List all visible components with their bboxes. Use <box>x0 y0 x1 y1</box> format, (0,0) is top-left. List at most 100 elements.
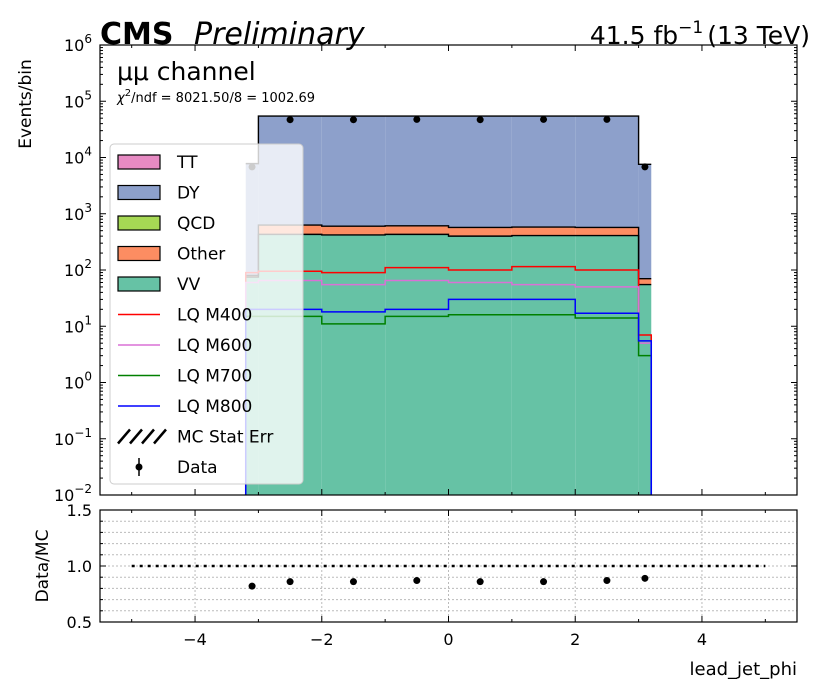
chi2-exp: 2 <box>125 88 131 99</box>
legend-label: VV <box>177 275 201 295</box>
bar-other <box>448 227 512 237</box>
ratio-grid <box>100 510 797 622</box>
lumi-value: 41.5 fb <box>590 21 678 50</box>
ratio-x-axis: −4 −2 0 2 4 <box>131 510 766 649</box>
data-point <box>603 115 611 123</box>
legend-item-dy: DY <box>117 184 200 204</box>
legend-label: LQ M600 <box>177 336 252 356</box>
bar-other <box>638 278 652 285</box>
ratio-point <box>603 577 611 585</box>
preliminary-label: Preliminary <box>194 17 366 52</box>
legend-item-qcd: QCD <box>117 214 215 234</box>
bar-vv <box>385 234 449 495</box>
legend-item-lq-m400: LQ M400 <box>118 306 252 326</box>
legend-swatch <box>117 184 161 201</box>
ratio-point <box>476 578 484 586</box>
legend-label: Other <box>177 245 225 265</box>
data-point <box>540 115 548 123</box>
bar-vv <box>511 235 576 495</box>
main-y-label: Events/bin <box>16 59 36 149</box>
chi2-symbol: χ <box>116 91 126 106</box>
x-tick-label: −2 <box>310 630 334 649</box>
bar-dy <box>575 116 639 228</box>
lumi-energy: (13 TeV) <box>707 21 810 50</box>
bar-dy <box>321 116 386 227</box>
bar-other <box>385 225 449 235</box>
stack-vv <box>245 234 652 495</box>
y-tick-label: 10−2 <box>54 482 92 505</box>
legend-label: QCD <box>177 214 215 234</box>
y-tick-label: 104 <box>64 145 92 168</box>
legend-label: MC Stat Err <box>177 428 273 448</box>
ratio-point <box>349 578 357 586</box>
x-tick-label: 4 <box>697 630 707 649</box>
y-tick-label: 100 <box>64 370 92 393</box>
ratio-y-tick-label: 1.5 <box>67 501 92 520</box>
legend-item-lq-m700: LQ M700 <box>118 367 252 387</box>
y-tick-label: 105 <box>64 88 92 111</box>
legend-swatch <box>117 215 161 231</box>
y-tick-label: 101 <box>64 313 92 336</box>
bar-vv <box>638 284 652 495</box>
data-point <box>641 163 649 171</box>
data-point <box>349 116 357 124</box>
y-tick-label: 106 <box>64 32 92 55</box>
legend-label: Data <box>177 458 218 478</box>
legend-item-lq-m600: LQ M600 <box>118 336 252 356</box>
legend-marker <box>135 463 143 471</box>
cms-label: CMS <box>100 17 173 52</box>
lumi-exp: −1 <box>678 18 703 38</box>
ratio-point <box>641 574 649 582</box>
ratio-y-tick-label: 1.0 <box>67 557 92 576</box>
bar-vv <box>575 235 639 495</box>
channel-label: μμ channel <box>117 57 256 86</box>
chi2-label: χ2/ndf = 8021.50/8 = 1002.69 <box>116 88 315 106</box>
data-point <box>286 116 294 124</box>
legend-item-vv: VV <box>117 275 201 295</box>
data-point <box>413 115 421 123</box>
bar-other <box>321 226 386 235</box>
data-point <box>476 116 484 124</box>
legend-swatch <box>117 154 161 170</box>
bar-dy <box>385 116 449 226</box>
legend-label: LQ M800 <box>177 397 252 417</box>
legend-hatch <box>117 428 167 445</box>
legend-item-data: Data <box>135 458 218 478</box>
legend-label: LQ M700 <box>177 367 252 387</box>
main-x-ticks <box>131 45 766 495</box>
bar-dy <box>638 164 652 279</box>
bar-vv <box>321 234 386 495</box>
bar-vv <box>448 236 512 495</box>
legend-item-lq-m800: LQ M800 <box>118 397 252 417</box>
chi2-text: /ndf = 8021.50/8 = 1002.69 <box>131 91 315 106</box>
ratio-point <box>540 578 548 586</box>
ratio-point <box>248 582 256 590</box>
legend-item-mc-stat-err: MC Stat Err <box>117 428 273 448</box>
ratio-y-axis: 0.5 1.0 1.5 <box>67 501 797 632</box>
legend-item-tt: TT <box>117 153 198 173</box>
legend-item-other: Other <box>117 245 225 265</box>
legend-swatch <box>117 276 161 292</box>
ratio-point <box>286 578 294 586</box>
bar-dy <box>511 116 576 228</box>
legend-label: LQ M400 <box>177 306 252 326</box>
y-tick-label: 103 <box>64 201 92 224</box>
x-tick-label: 0 <box>443 630 453 649</box>
main-y-axis: 10−2 10−1 100 101 102 103 104 105 106 <box>54 32 797 505</box>
x-axis-label: lead_jet_phi <box>690 659 798 680</box>
x-tick-label: −4 <box>183 630 207 649</box>
x-tick-label: 2 <box>570 630 580 649</box>
legend-swatch <box>117 245 161 262</box>
ratio-point <box>413 577 421 585</box>
ratio-points <box>248 574 649 590</box>
main-plot-area <box>244 115 653 495</box>
bar-other <box>511 227 576 236</box>
bar-other <box>575 227 639 236</box>
y-tick-label: 102 <box>64 257 92 280</box>
legend: TT DY QCD Other VV LQ M400 LQ M600 LQ M700 LQ M8… <box>109 143 304 485</box>
legend-label: DY <box>177 184 200 204</box>
legend-label: TT <box>176 153 198 173</box>
ratio-y-label: Data/MC <box>33 530 53 603</box>
y-tick-label: 10−1 <box>54 426 92 449</box>
